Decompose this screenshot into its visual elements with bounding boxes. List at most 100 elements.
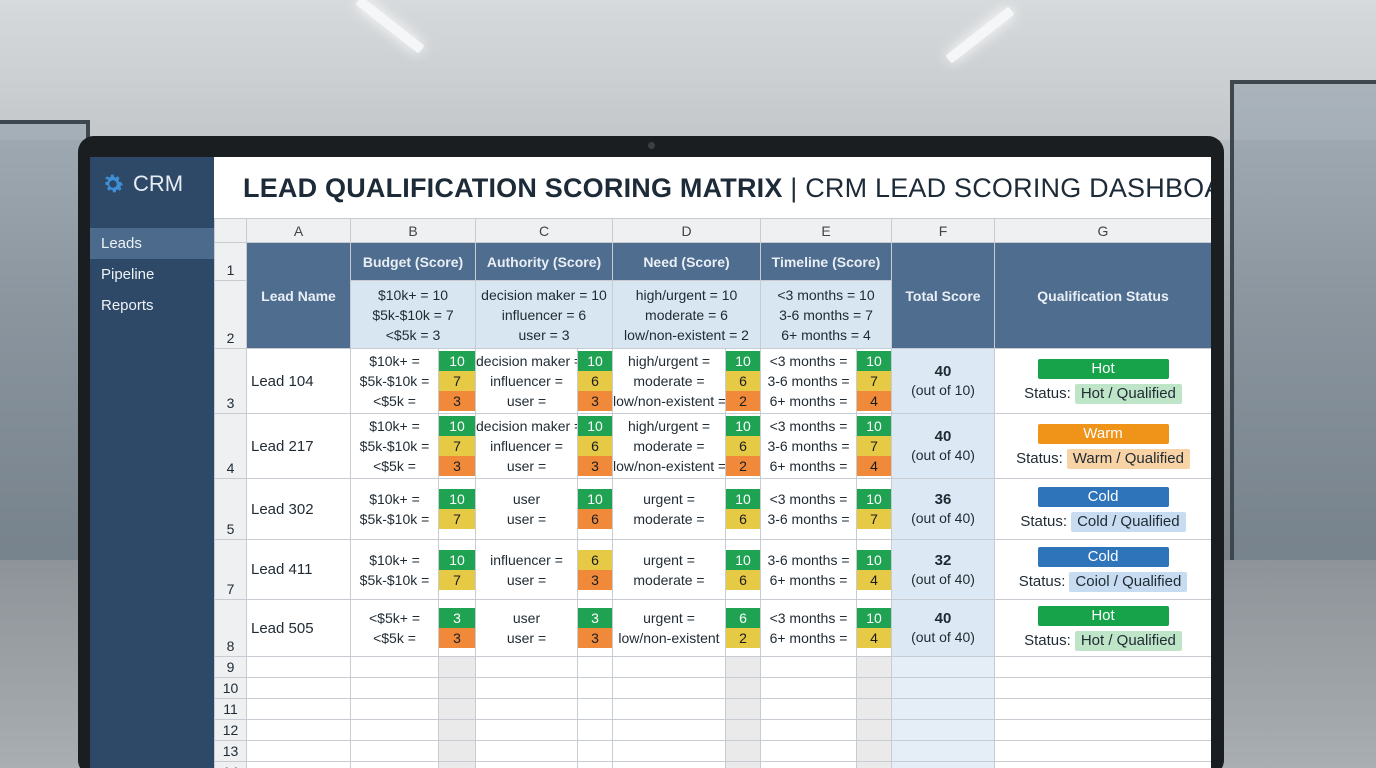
empty-cell[interactable] bbox=[246, 677, 351, 699]
sidebar-item-reports[interactable]: Reports bbox=[101, 297, 154, 314]
need-label-cell[interactable]: urgent = moderate = bbox=[612, 539, 726, 600]
column-header-d[interactable]: D bbox=[612, 218, 761, 243]
budget-score-cell[interactable]: 10 7 3 bbox=[438, 348, 476, 414]
lead-name-cell[interactable]: Lead 302 bbox=[246, 478, 351, 540]
empty-cell[interactable] bbox=[994, 719, 1211, 741]
empty-cell[interactable] bbox=[856, 698, 892, 720]
timeline-score-cell[interactable]: 10 4 bbox=[856, 539, 892, 600]
app-brand[interactable]: CRM bbox=[100, 171, 183, 197]
timeline-score-cell[interactable]: 10 7 bbox=[856, 478, 892, 540]
empty-cell[interactable] bbox=[856, 719, 892, 741]
authority-label-cell[interactable]: decision maker = influencer = user = bbox=[475, 413, 578, 479]
empty-cell[interactable] bbox=[994, 761, 1211, 768]
empty-cell[interactable] bbox=[856, 761, 892, 768]
empty-cell[interactable] bbox=[350, 740, 439, 762]
qualification-status-cell[interactable]: Warm Status: Warm / Qualified bbox=[994, 413, 1211, 479]
empty-cell[interactable] bbox=[612, 656, 726, 678]
empty-cell[interactable] bbox=[577, 677, 613, 699]
empty-cell[interactable] bbox=[891, 740, 995, 762]
empty-cell[interactable] bbox=[891, 698, 995, 720]
empty-cell[interactable] bbox=[246, 740, 351, 762]
need-label-cell[interactable]: urgent = moderate = bbox=[612, 478, 726, 540]
empty-cell[interactable] bbox=[350, 656, 439, 678]
need-score-cell[interactable]: 10 6 bbox=[725, 539, 761, 600]
need-label-cell[interactable]: high/urgent = moderate = low/non-existent … bbox=[612, 413, 726, 479]
need-label-cell[interactable]: urgent = low/non-existent bbox=[612, 599, 726, 657]
empty-cell[interactable] bbox=[475, 761, 578, 768]
empty-cell[interactable] bbox=[438, 677, 476, 699]
total-score-cell[interactable]: 36 (out of 40) bbox=[891, 478, 995, 540]
need-score-cell[interactable]: 10 6 2 bbox=[725, 348, 761, 414]
empty-cell[interactable] bbox=[891, 761, 995, 768]
empty-cell[interactable] bbox=[725, 656, 761, 678]
empty-cell[interactable] bbox=[438, 761, 476, 768]
sidebar-item-leads[interactable]: Leads bbox=[90, 228, 214, 259]
authority-score-cell[interactable]: 10 6 3 bbox=[577, 413, 613, 479]
total-score-cell[interactable]: 40 (out of 40) bbox=[891, 599, 995, 657]
empty-cell[interactable] bbox=[350, 761, 439, 768]
lead-name-cell[interactable]: Lead 505 bbox=[246, 599, 351, 657]
budget-score-cell[interactable]: 10 7 bbox=[438, 539, 476, 600]
empty-cell[interactable] bbox=[577, 740, 613, 762]
authority-label-cell[interactable]: influencer = user = bbox=[475, 539, 578, 600]
lead-name-cell[interactable]: Lead 411 bbox=[246, 539, 351, 600]
total-score-cell[interactable]: 32 (out of 40) bbox=[891, 539, 995, 600]
empty-cell[interactable] bbox=[475, 740, 578, 762]
empty-cell[interactable] bbox=[760, 698, 857, 720]
empty-cell[interactable] bbox=[350, 698, 439, 720]
qualification-status-cell[interactable]: Cold Status: Coiol / Qualified bbox=[994, 539, 1211, 600]
empty-cell[interactable] bbox=[577, 719, 613, 741]
empty-cell[interactable] bbox=[856, 677, 892, 699]
need-score-cell[interactable]: 10 6 2 bbox=[725, 413, 761, 479]
empty-cell[interactable] bbox=[725, 677, 761, 699]
budget-label-cell[interactable]: $10k+ = $5k-$10k = bbox=[350, 478, 439, 540]
total-score-cell[interactable]: 40 (out of 10) bbox=[891, 348, 995, 414]
empty-cell[interactable] bbox=[612, 677, 726, 699]
empty-cell[interactable] bbox=[760, 719, 857, 741]
empty-cell[interactable] bbox=[891, 677, 995, 699]
need-score-cell[interactable]: 10 6 bbox=[725, 478, 761, 540]
timeline-score-cell[interactable]: 10 7 4 bbox=[856, 413, 892, 479]
timeline-label-cell[interactable]: <3 months = 3-6 months = bbox=[760, 478, 857, 540]
empty-cell[interactable] bbox=[725, 740, 761, 762]
qualification-status-cell[interactable]: Hot Status: Hot / Qualified bbox=[994, 348, 1211, 414]
empty-cell[interactable] bbox=[994, 740, 1211, 762]
empty-cell[interactable] bbox=[577, 656, 613, 678]
empty-cell[interactable] bbox=[760, 656, 857, 678]
timeline-score-cell[interactable]: 10 4 bbox=[856, 599, 892, 657]
empty-cell[interactable] bbox=[760, 740, 857, 762]
column-header-c[interactable]: C bbox=[475, 218, 613, 243]
column-header-a[interactable]: A bbox=[246, 218, 351, 243]
empty-cell[interactable] bbox=[475, 656, 578, 678]
need-label-cell[interactable]: high/urgent = moderate = low/non-existent … bbox=[612, 348, 726, 414]
empty-cell[interactable] bbox=[760, 761, 857, 768]
authority-score-cell[interactable]: 10 6 bbox=[577, 478, 613, 540]
empty-cell[interactable] bbox=[438, 698, 476, 720]
authority-label-cell[interactable]: decision maker = influencer = user = bbox=[475, 348, 578, 414]
empty-cell[interactable] bbox=[725, 761, 761, 768]
empty-cell[interactable] bbox=[438, 656, 476, 678]
empty-cell[interactable] bbox=[994, 656, 1211, 678]
empty-cell[interactable] bbox=[246, 656, 351, 678]
empty-cell[interactable] bbox=[475, 677, 578, 699]
empty-cell[interactable] bbox=[856, 656, 892, 678]
empty-cell[interactable] bbox=[438, 719, 476, 741]
budget-label-cell[interactable]: <$5k+ = <$5k = bbox=[350, 599, 439, 657]
empty-cell[interactable] bbox=[725, 698, 761, 720]
qualification-status-cell[interactable]: Hot Status: Hot / Qualified bbox=[994, 599, 1211, 657]
column-header-b[interactable]: B bbox=[350, 218, 476, 243]
qualification-status-cell[interactable]: Cold Status: Cold / Qualified bbox=[994, 478, 1211, 540]
total-score-cell[interactable]: 40 (out of 40) bbox=[891, 413, 995, 479]
authority-label-cell[interactable]: user user = bbox=[475, 599, 578, 657]
empty-cell[interactable] bbox=[350, 719, 439, 741]
empty-cell[interactable] bbox=[246, 698, 351, 720]
empty-cell[interactable] bbox=[891, 719, 995, 741]
column-header-f[interactable]: F bbox=[891, 218, 995, 243]
timeline-score-cell[interactable]: 10 7 4 bbox=[856, 348, 892, 414]
empty-cell[interactable] bbox=[246, 719, 351, 741]
budget-label-cell[interactable]: $10k+ = $5k-$10k = bbox=[350, 539, 439, 600]
empty-cell[interactable] bbox=[612, 719, 726, 741]
